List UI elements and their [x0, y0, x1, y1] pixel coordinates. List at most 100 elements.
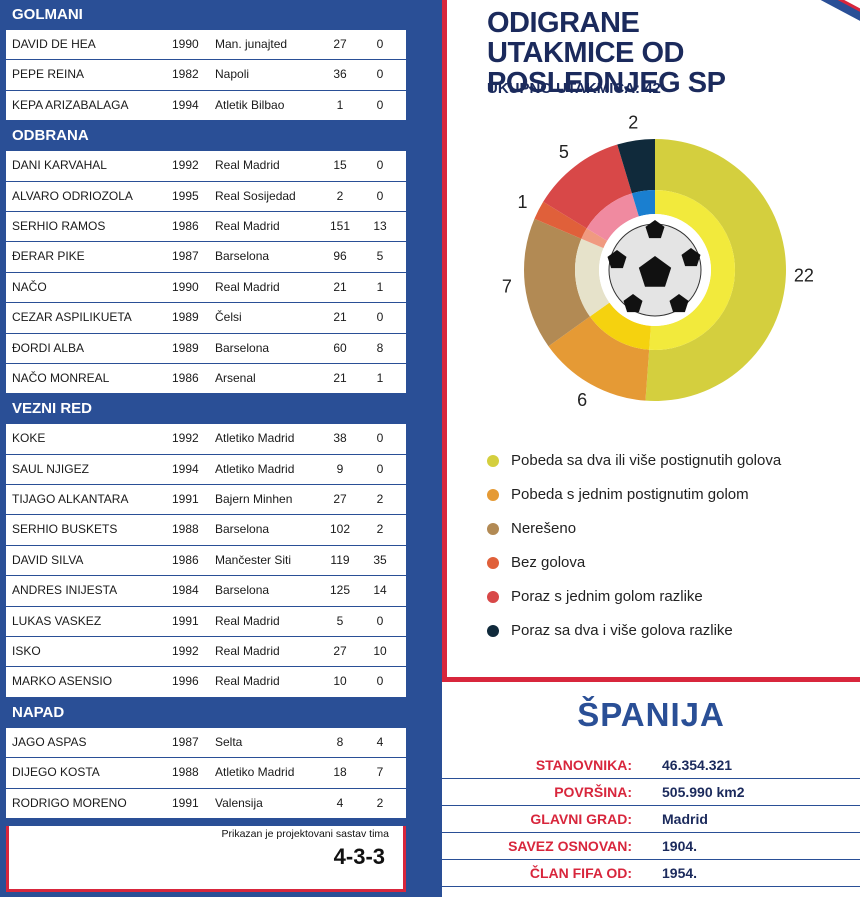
fact-label: GLAVNI GRAD:	[530, 811, 632, 827]
player-club: Real Madrid	[215, 279, 280, 294]
player-appearances: 102	[329, 522, 351, 537]
player-row: DAVID SILVA 1986 Mančester Siti 119 35	[6, 545, 406, 577]
player-name: JAGO ASPAS	[12, 734, 87, 749]
donut-inner-slice	[631, 190, 655, 217]
section-header: NAPAD	[6, 697, 406, 728]
fact-row: STANOVNIKA: 46.354.321	[442, 752, 860, 779]
player-row: ĐERAR PIKE 1987 Barselona 96 5	[6, 242, 406, 273]
legend-swatch	[487, 489, 499, 501]
fact-label: SAVEZ OSNOVAN:	[508, 838, 632, 854]
player-appearances: 1	[336, 97, 344, 112]
fact-label: ČLAN FIFA OD:	[529, 865, 632, 881]
player-name: KOKE	[12, 431, 46, 446]
player-row: NAČO 1990 Real Madrid 21 1	[6, 272, 406, 304]
section-header: GOLMANI	[6, 0, 406, 30]
legend-label: Pobeda sa dva ili više postignutih golov…	[511, 452, 782, 469]
player-name: ĐORDI ALBA	[12, 340, 85, 355]
slice-value-label: 6	[577, 390, 587, 410]
player-goals: 2	[376, 522, 384, 537]
player-row: ANDRES INIJESTA 1984 Barselona 125 14	[6, 576, 406, 607]
player-row: LUKAS VASKEZ 1991 Real Madrid 5 0	[6, 606, 406, 638]
legend-label: Pobeda s jednim postignutim golom	[511, 486, 749, 503]
country-info-card: ŠPANIJA STANOVNIKA: 46.354.321 POVRŠINA: 50…	[442, 682, 860, 897]
player-club: Man. junajted	[215, 37, 288, 51]
fact-value: 505.990 km2	[662, 784, 745, 800]
player-club: Barselona	[215, 583, 270, 598]
fact-label: POVRŠINA:	[554, 784, 632, 800]
player-birth-year: 1992	[172, 431, 199, 446]
player-goals: 4	[376, 734, 384, 749]
player-goals: 0	[376, 37, 384, 51]
player-appearances: 27	[333, 37, 347, 51]
player-appearances: 38	[333, 431, 347, 446]
fact-label: STANOVNIKA:	[535, 757, 632, 773]
player-club: Bajern Minhen	[215, 492, 293, 507]
player-row: ĐORDI ALBA 1989 Barselona 60 8	[6, 333, 406, 364]
player-name: DANI KARVAHAL	[12, 158, 107, 173]
player-club: Barselona	[215, 340, 270, 355]
player-name: SAUL NJIGEZ	[12, 461, 89, 476]
player-birth-year: 1991	[172, 492, 199, 507]
player-club: Real Madrid	[215, 644, 280, 659]
player-goals: 0	[376, 97, 384, 112]
legend-item: Bez golova	[487, 546, 781, 580]
player-goals: 2	[376, 492, 384, 507]
player-club: Real Madrid	[215, 218, 280, 233]
donut-chart: 22 6 7 1 5 2	[502, 113, 814, 410]
legend-swatch	[487, 455, 499, 467]
player-row: NAČO MONREAL 1986 Arsenal 21 1	[6, 363, 406, 395]
player-club: Napoli	[215, 67, 250, 82]
slice-value-label: 2	[628, 113, 638, 133]
player-goals: 0	[376, 310, 384, 325]
player-birth-year: 1991	[172, 613, 199, 628]
player-birth-year: 1990	[172, 37, 199, 51]
player-goals: 14	[373, 583, 387, 598]
player-goals: 8	[376, 340, 384, 355]
player-appearances: 8	[336, 734, 344, 749]
player-club: Atletiko Madrid	[215, 765, 295, 780]
player-goals: 35	[373, 552, 387, 567]
player-name: NAČO	[12, 279, 47, 294]
player-goals: 2	[376, 795, 384, 810]
soccer-ball-icon	[607, 220, 702, 317]
player-row: PEPE REINA 1982 Napoli 36 0	[6, 60, 406, 91]
player-row: DAVID DE HEA 1990 Man. junajted 27 0	[6, 30, 406, 61]
player-name: SERHIO RAMOS	[12, 218, 106, 233]
player-appearances: 21	[333, 310, 347, 325]
player-name: CEZAR ASPILIKUETA	[12, 310, 132, 325]
country-name: ŠPANIJA	[577, 696, 725, 733]
player-birth-year: 1990	[172, 279, 199, 294]
legend-label: Poraz sa dva i više golova razlike	[511, 622, 733, 639]
donut-slice	[534, 201, 587, 239]
player-birth-year: 1988	[172, 765, 199, 780]
player-row: SERHIO RAMOS 1986 Real Madrid 151 13	[6, 211, 406, 243]
formation-box: Prikazan je projektovani sastav tima 4-3…	[6, 826, 406, 892]
player-goals: 1	[376, 279, 384, 294]
player-club: Real Sosijedad	[215, 188, 296, 203]
player-birth-year: 1995	[172, 188, 199, 203]
player-birth-year: 1994	[172, 461, 199, 476]
player-appearances: 4	[336, 795, 344, 810]
legend-swatch	[487, 557, 499, 569]
player-club: Arsenal	[215, 370, 256, 385]
slice-value-label: 1	[517, 192, 527, 212]
fact-row: POVRŠINA: 505.990 km2	[442, 779, 860, 806]
player-name: DAVID DE HEA	[12, 37, 96, 51]
slice-value-label: 5	[559, 142, 569, 162]
player-row: KOKE 1992 Atletiko Madrid 38 0	[6, 424, 406, 455]
legend-label: Nerešeno	[511, 520, 577, 537]
chart-title: ODIGRANE UTAKMICE OD POSLEDNJEG SP	[487, 8, 747, 98]
player-appearances: 5	[336, 613, 344, 628]
player-club: Selta	[215, 734, 243, 749]
player-goals: 5	[376, 249, 384, 264]
donut-inner-slice	[649, 190, 735, 350]
player-name: ALVARO ODRIOZOLA	[12, 188, 133, 203]
player-row: ALVARO ODRIOZOLA 1995 Real Sosijedad 2 0	[6, 181, 406, 212]
player-birth-year: 1986	[172, 370, 199, 385]
player-birth-year: 1989	[172, 340, 199, 355]
player-appearances: 18	[333, 765, 347, 780]
player-birth-year: 1992	[172, 158, 199, 173]
section-header: ODBRANA	[6, 121, 406, 152]
formation: 4-3-3	[333, 844, 385, 869]
player-goals: 10	[373, 644, 387, 659]
